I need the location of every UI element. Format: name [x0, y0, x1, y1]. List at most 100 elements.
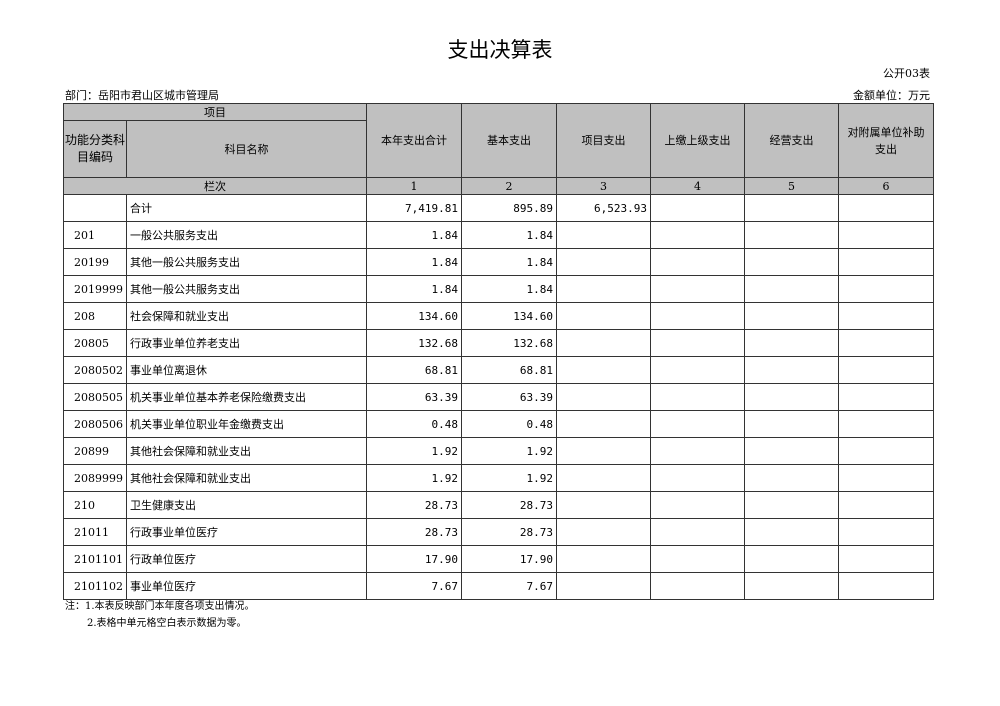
cell-value	[838, 275, 934, 303]
cell-value: 17.90	[461, 545, 557, 573]
cell-code: 20199	[63, 248, 127, 276]
cell-value: 68.81	[461, 356, 557, 384]
cell-value: 1.84	[366, 221, 462, 249]
cell-value	[744, 464, 839, 492]
department-label: 部门：岳阳市君山区城市管理局	[65, 89, 219, 102]
cell-value	[556, 410, 651, 438]
cell-value	[556, 302, 651, 330]
table-row: 21011 行政事业单位医疗 28.73 28.73	[63, 518, 934, 546]
cell-code: 2080506	[63, 410, 127, 438]
cell-code: 2019999	[63, 275, 127, 303]
cell-value	[556, 248, 651, 276]
cell-value	[838, 194, 934, 222]
table-row: 2101102 事业单位医疗 7.67 7.67	[63, 572, 934, 600]
cell-value	[838, 518, 934, 546]
cell-value: 7.67	[461, 572, 557, 600]
table-row: 208 社会保障和就业支出 134.60 134.60	[63, 302, 934, 330]
cell-value	[744, 491, 839, 519]
header-col-1: 本年支出合计	[366, 103, 462, 178]
header-code: 功能分类科目编码	[63, 120, 127, 178]
cell-value: 1.92	[366, 464, 462, 492]
cell-value	[744, 518, 839, 546]
cell-value: 134.60	[461, 302, 557, 330]
cell-value	[744, 356, 839, 384]
cell-value: 6,523.93	[556, 194, 651, 222]
table-row: 2080502 事业单位离退休 68.81 68.81	[63, 356, 934, 384]
cell-value: 7,419.81	[366, 194, 462, 222]
cell-value: 28.73	[366, 491, 462, 519]
cell-value: 1.84	[366, 248, 462, 276]
col-number: 5	[744, 177, 839, 195]
cell-code: 201	[63, 221, 127, 249]
cell-value	[838, 464, 934, 492]
table-row: 2101101 行政单位医疗 17.90 17.90	[63, 545, 934, 573]
cell-value	[650, 437, 745, 465]
cell-name: 其他一般公共服务支出	[126, 248, 367, 276]
cell-code: 2089999	[63, 464, 127, 492]
table-row: 2089999 其他社会保障和就业支出 1.92 1.92	[63, 464, 934, 492]
cell-value: 1.84	[461, 221, 557, 249]
cell-value	[650, 194, 745, 222]
cell-value	[556, 518, 651, 546]
cell-value	[744, 437, 839, 465]
header-name: 科目名称	[126, 120, 367, 178]
cell-value	[650, 275, 745, 303]
cell-code: 21011	[63, 518, 127, 546]
cell-code: 20899	[63, 437, 127, 465]
cell-code: 2080505	[63, 383, 127, 411]
cell-name: 事业单位离退休	[126, 356, 367, 384]
cell-value: 28.73	[461, 518, 557, 546]
cell-value	[556, 437, 651, 465]
cell-code: 2101102	[63, 572, 127, 600]
table-row: 2080505 机关事业单位基本养老保险缴费支出 63.39 63.39	[63, 383, 934, 411]
cell-value: 63.39	[461, 383, 557, 411]
cell-value	[650, 356, 745, 384]
cell-value	[838, 329, 934, 357]
expenditure-table: 项目 本年支出合计 基本支出 项目支出 上缴上级支出 经营支出 对附属单位补助支…	[63, 103, 934, 600]
cell-value	[744, 194, 839, 222]
col-number: 6	[838, 177, 934, 195]
cell-value: 1.92	[461, 437, 557, 465]
notes: 注：1.本表反映部门本年度各项支出情况。 2.表格中单元格空白表示数据为零。	[65, 598, 255, 632]
cell-value: 1.92	[366, 437, 462, 465]
table-row: 210 卫生健康支出 28.73 28.73	[63, 491, 934, 519]
table-row: 20899 其他社会保障和就业支出 1.92 1.92	[63, 437, 934, 465]
cell-value	[744, 329, 839, 357]
col-number: 2	[461, 177, 557, 195]
cell-name: 事业单位医疗	[126, 572, 367, 600]
cell-name: 行政事业单位医疗	[126, 518, 367, 546]
cell-name: 社会保障和就业支出	[126, 302, 367, 330]
note-2: 2.表格中单元格空白表示数据为零。	[87, 618, 247, 629]
cell-value: 132.68	[366, 329, 462, 357]
cell-value	[650, 545, 745, 573]
cell-value: 134.60	[366, 302, 462, 330]
cell-value	[744, 302, 839, 330]
cell-value	[838, 410, 934, 438]
header-col-2: 基本支出	[461, 103, 557, 178]
cell-value: 28.73	[461, 491, 557, 519]
cell-name: 机关事业单位基本养老保险缴费支出	[126, 383, 367, 411]
col-number: 1	[366, 177, 462, 195]
cell-value	[650, 572, 745, 600]
header-col-5: 经营支出	[744, 103, 839, 178]
cell-value	[556, 275, 651, 303]
cell-value	[838, 572, 934, 600]
cell-value: 1.84	[461, 275, 557, 303]
cell-value	[838, 383, 934, 411]
cell-value: 1.84	[461, 248, 557, 276]
page-title: 支出决算表	[447, 38, 553, 62]
cell-value: 1.84	[366, 275, 462, 303]
cell-name: 机关事业单位职业年金缴费支出	[126, 410, 367, 438]
cell-name: 其他社会保障和就业支出	[126, 437, 367, 465]
cell-value	[650, 383, 745, 411]
form-number: 公开03表	[883, 67, 930, 80]
cell-code: 20805	[63, 329, 127, 357]
cell-code: 2080502	[63, 356, 127, 384]
table-row: 20805 行政事业单位养老支出 132.68 132.68	[63, 329, 934, 357]
cell-value	[650, 464, 745, 492]
col-number: 3	[556, 177, 651, 195]
cell-value	[556, 356, 651, 384]
cell-name: 一般公共服务支出	[126, 221, 367, 249]
cell-code	[63, 194, 127, 222]
cell-value	[838, 221, 934, 249]
